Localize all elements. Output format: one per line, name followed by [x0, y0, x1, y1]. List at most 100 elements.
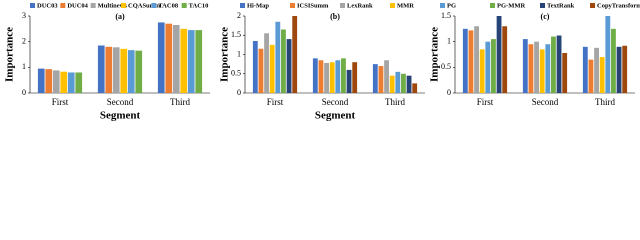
y-tick-label: 1: [22, 62, 26, 71]
legend-swatch: [540, 3, 545, 8]
legend-swatch: [340, 3, 345, 8]
bar: [312, 58, 318, 93]
y-tick-label: 1.5: [231, 30, 241, 39]
x-tick-label: First: [52, 97, 69, 107]
legend-swatch: [151, 3, 157, 8]
bar: [75, 72, 83, 93]
bar: [372, 64, 378, 93]
bar: [67, 72, 75, 93]
bar: [556, 35, 562, 93]
legend-label: Hi-Map: [247, 2, 269, 9]
bar: [286, 39, 292, 93]
bar: [522, 39, 528, 93]
bar: [384, 60, 389, 93]
y-tick-label: 2: [22, 36, 26, 45]
bar: [292, 16, 298, 93]
legend-label: DUC03: [37, 2, 58, 9]
legend-label: ICSISumm: [297, 2, 329, 9]
bar: [599, 57, 605, 93]
legend-label: TAC08: [158, 2, 178, 9]
y-axis-label: Importance: [429, 27, 441, 82]
legend-swatch: [60, 3, 66, 8]
bar: [37, 68, 45, 93]
legend-swatch: [490, 3, 495, 8]
bar: [335, 60, 341, 93]
legend-label: LexRank: [347, 2, 373, 9]
bar: [378, 66, 384, 93]
bar: [324, 62, 329, 93]
bar: [258, 48, 264, 93]
legend-swatch: [181, 3, 187, 8]
bar: [594, 47, 599, 93]
x-tick-label: Second: [532, 97, 559, 107]
bar: [97, 45, 105, 93]
bar: [562, 52, 568, 93]
legend-swatch: [590, 3, 595, 8]
bar: [195, 30, 203, 93]
x-tick-label: Third: [170, 97, 190, 107]
bar: [252, 41, 258, 93]
legend-label: PG-MMR: [497, 2, 525, 9]
bar: [105, 46, 113, 93]
bar: [264, 33, 269, 93]
legend-label: TAC10: [189, 2, 209, 9]
bar: [180, 28, 188, 93]
bar: [281, 29, 286, 94]
bar: [502, 26, 508, 94]
y-tick-label: 0: [447, 88, 451, 97]
y-axis-label: Importance: [219, 27, 231, 82]
y-axis-label: Importance: [4, 27, 16, 82]
legend-label: MMR: [397, 2, 414, 9]
bar: [318, 60, 324, 93]
legend-label: CQASumm: [128, 2, 161, 9]
figure: 0 1 2 3 First Second Third (a) Importance Segment…: [4, 2, 640, 122]
legend-swatch: [30, 3, 35, 8]
y-tick-label: 1.5: [441, 11, 451, 20]
bar: [539, 49, 545, 93]
bar: [329, 62, 335, 93]
bar: [406, 75, 412, 93]
bar: [60, 71, 68, 93]
x-axis-label: Segment: [100, 110, 141, 122]
x-tick-label: Second: [107, 97, 134, 107]
bar: [157, 22, 165, 94]
bar: [622, 45, 628, 93]
bar: [551, 36, 556, 93]
bar: [474, 26, 479, 94]
panel-label: (c): [541, 12, 550, 21]
bar: [127, 50, 135, 93]
bar: [395, 71, 401, 93]
x-tick-label: Third: [595, 97, 615, 107]
bar: [485, 41, 491, 93]
bar: [135, 50, 143, 93]
bar: [605, 16, 611, 93]
y-tick-label: 0: [22, 88, 26, 97]
y-tick-label: 0.5: [441, 62, 451, 71]
bar: [341, 58, 346, 93]
legend-swatch: [90, 3, 96, 8]
bar: [346, 69, 352, 93]
bar: [120, 48, 128, 93]
bar: [45, 69, 53, 93]
bar: [545, 44, 551, 93]
bar: [611, 28, 616, 93]
bar: [52, 70, 60, 93]
legend-swatch: [240, 3, 245, 8]
bar: [534, 41, 539, 93]
bar: [412, 83, 418, 93]
y-tick-label: 1: [237, 49, 241, 58]
legend-label: Multinews: [98, 2, 128, 9]
legend-swatch: [290, 3, 295, 8]
x-tick-label: Third: [385, 97, 405, 107]
x-tick-label: Second: [322, 97, 349, 107]
bar: [172, 24, 180, 93]
y-tick-label: 0: [237, 88, 241, 97]
bar: [479, 49, 485, 93]
legend-label: TextRank: [547, 2, 575, 9]
bar: [352, 62, 358, 93]
bar: [491, 39, 496, 93]
x-axis-label: Segment: [315, 110, 356, 122]
legend-label: CopyTransformer: [597, 2, 640, 9]
bar: [165, 23, 173, 94]
bar: [275, 21, 281, 93]
